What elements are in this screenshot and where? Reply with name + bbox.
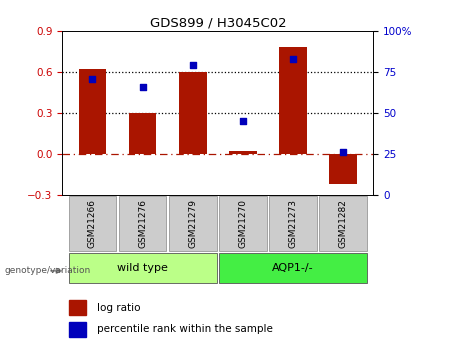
Bar: [69, 322, 87, 337]
Text: log ratio: log ratio: [97, 303, 140, 313]
Bar: [279, 47, 307, 154]
Point: [89, 76, 96, 81]
Bar: [179, 72, 207, 154]
Bar: [219, 196, 267, 251]
Point: [290, 56, 297, 62]
Title: GDS899 / H3045C02: GDS899 / H3045C02: [149, 17, 286, 30]
Text: percentile rank within the sample: percentile rank within the sample: [97, 325, 273, 334]
Text: GSM21282: GSM21282: [339, 199, 348, 248]
Bar: [78, 69, 106, 154]
Point: [239, 118, 247, 124]
Text: GSM21266: GSM21266: [88, 199, 97, 248]
Point: [139, 84, 146, 90]
Bar: [129, 113, 156, 154]
Bar: [269, 196, 317, 251]
Bar: [118, 196, 166, 251]
Text: AQP1-/-: AQP1-/-: [272, 263, 314, 273]
Text: GSM21276: GSM21276: [138, 199, 147, 248]
Point: [189, 63, 196, 68]
Bar: [69, 300, 87, 315]
Text: GSM21279: GSM21279: [188, 199, 197, 248]
Bar: [69, 254, 217, 283]
Text: wild type: wild type: [117, 263, 168, 273]
Bar: [330, 154, 357, 184]
Text: GSM21270: GSM21270: [238, 199, 248, 248]
Text: genotype/variation: genotype/variation: [5, 266, 91, 275]
Bar: [319, 196, 367, 251]
Bar: [69, 196, 116, 251]
Point: [340, 150, 347, 155]
Bar: [219, 254, 367, 283]
Bar: [169, 196, 217, 251]
Text: GSM21273: GSM21273: [289, 199, 298, 248]
Bar: [229, 151, 257, 154]
